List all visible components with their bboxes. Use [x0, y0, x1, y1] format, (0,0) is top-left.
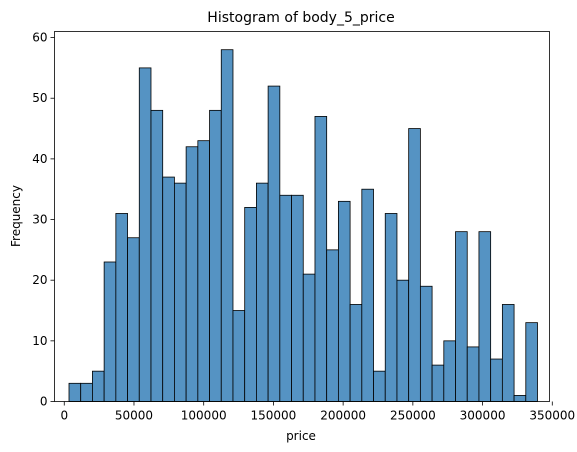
- histogram-bar: [443, 340, 456, 402]
- histogram-bar: [501, 304, 515, 402]
- histogram-bar: [232, 310, 246, 402]
- y-tick-label: 50: [32, 91, 47, 105]
- plot-frame: [54, 31, 550, 402]
- histogram-bar: [513, 395, 527, 402]
- histogram-bar: [337, 200, 351, 402]
- histogram-bar: [209, 109, 222, 402]
- histogram-bar: [478, 231, 492, 402]
- histogram-bar: [220, 49, 234, 402]
- y-tick-label: 10: [32, 334, 47, 348]
- histogram-bar: [103, 261, 117, 402]
- x-tick-label: 300000: [460, 409, 506, 423]
- y-axis-label: Frequency: [9, 185, 23, 247]
- histogram-bar: [384, 213, 398, 402]
- histogram-bar: [490, 358, 503, 402]
- bars-group: [68, 49, 538, 402]
- histogram-bar: [267, 85, 281, 402]
- histogram-bar: [361, 188, 374, 402]
- histogram-bar: [279, 194, 292, 402]
- histogram-bar: [127, 237, 140, 402]
- histogram-bar: [162, 176, 175, 402]
- histogram-bar: [115, 213, 128, 402]
- histogram-bar: [174, 182, 187, 402]
- histogram-bar: [314, 116, 328, 402]
- histogram-bar: [466, 346, 480, 402]
- histogram-bar: [455, 231, 468, 402]
- y-tick-label: 60: [32, 31, 47, 45]
- histogram-bar: [419, 285, 433, 402]
- histogram-bar: [373, 370, 386, 402]
- histogram-bar: [197, 140, 210, 402]
- histogram-bar: [291, 194, 304, 402]
- histogram-bar: [349, 304, 363, 402]
- histogram-bar: [68, 382, 82, 402]
- histogram-bar: [92, 370, 105, 402]
- y-tick-label: 30: [32, 213, 47, 227]
- histogram-bar: [525, 322, 538, 402]
- histogram-bar: [244, 207, 257, 402]
- y-tick-label: 40: [32, 152, 47, 166]
- y-tick-label: 20: [32, 273, 47, 287]
- chart-title: Histogram of body_5_price: [207, 10, 394, 26]
- x-axis-label: price: [286, 429, 316, 443]
- y-axis: 0 10 20 30 40 50 60: [32, 31, 55, 409]
- x-tick-label: 350000: [529, 409, 575, 423]
- histogram-bar: [150, 109, 164, 402]
- x-tick-label: 0: [60, 409, 68, 423]
- histogram-bar: [185, 146, 199, 402]
- histogram-bar: [138, 67, 152, 402]
- histogram-bar: [431, 364, 445, 402]
- x-tick-label: 250000: [390, 409, 436, 423]
- histogram-bar: [256, 182, 269, 402]
- x-tick-label: 200000: [320, 409, 366, 423]
- histogram-bar: [80, 382, 93, 402]
- histogram-bar: [302, 273, 316, 402]
- histogram-bar: [396, 279, 410, 402]
- histogram-bar: [408, 128, 421, 402]
- x-tick-label: 100000: [181, 409, 227, 423]
- x-tick-label: 150000: [251, 409, 297, 423]
- histogram-bar: [326, 249, 339, 402]
- x-axis: 0 50000 100000 150000 200000 250000 300000 3500…: [60, 401, 575, 423]
- x-tick-label: 50000: [115, 409, 153, 423]
- y-tick-label: 0: [40, 395, 48, 409]
